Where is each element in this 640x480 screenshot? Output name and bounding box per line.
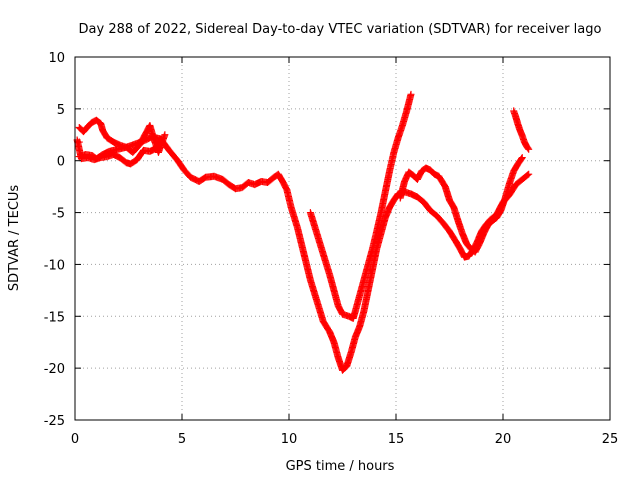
y-tick-label: -20	[44, 362, 65, 377]
y-tick-label: 0	[57, 155, 65, 170]
y-tick-label: 10	[48, 51, 65, 66]
data-point	[525, 145, 533, 153]
chart-title: Day 288 of 2022, Sidereal Day-to-day VTE…	[79, 22, 602, 37]
data-point	[157, 137, 165, 145]
grid-lines	[75, 57, 610, 420]
data-point	[366, 266, 374, 274]
data-point	[525, 170, 533, 178]
x-axis-label: GPS time / hours	[286, 459, 395, 474]
data-point	[518, 155, 526, 163]
x-tick-label: 20	[495, 432, 512, 447]
data-point	[161, 131, 169, 139]
x-tick-label: 25	[602, 432, 619, 447]
y-tick-label: -25	[44, 414, 65, 429]
y-tick-label: -15	[44, 310, 65, 325]
y-axis-ticks: -25 -20 -15 -10 -5 0 5 10	[44, 51, 610, 429]
data-points	[73, 90, 533, 374]
x-axis-ticks: 0 5 10 15 20 25	[71, 57, 618, 447]
data-point	[518, 154, 526, 162]
plot-frame	[74, 56, 611, 421]
x-tick-label: 5	[178, 432, 186, 447]
data-point	[407, 90, 415, 98]
x-tick-label: 15	[388, 432, 405, 447]
data-point	[524, 144, 532, 152]
data-point	[156, 138, 164, 146]
y-tick-label: 5	[57, 103, 65, 118]
y-axis-label: SDTVAR / TECUs	[7, 185, 22, 292]
y-tick-label: -10	[44, 258, 65, 273]
data-point	[524, 171, 532, 179]
y-tick-label: -5	[52, 207, 65, 222]
x-tick-label: 10	[281, 432, 298, 447]
data-point	[75, 138, 83, 146]
x-tick-label: 0	[71, 432, 79, 447]
